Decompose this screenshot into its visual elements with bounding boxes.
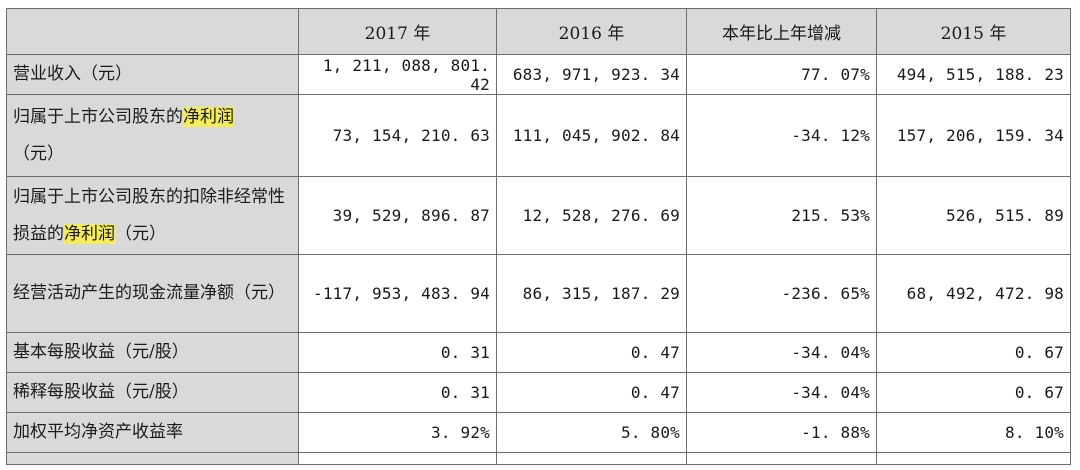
cell-2016: 12, 528, 276. 69 (496, 176, 687, 255)
cell-2017: 0. 31 (298, 332, 497, 373)
row-label: 营业收入（元） (6, 54, 299, 95)
row-label: 加权平均净资产收益率 (6, 412, 299, 453)
table-row-cutoff (6, 452, 1071, 465)
cutoff-cell (686, 452, 877, 465)
row-label: 基本每股收益（元/股） (6, 332, 299, 373)
cell-2015: 8. 10% (876, 412, 1071, 453)
header-cell-2016: 2016 年 (496, 8, 687, 55)
cell-change: -34. 04% (686, 372, 877, 413)
row-label-post: （元） (115, 223, 166, 244)
cell-2017: 3. 92% (298, 412, 497, 453)
cell-2015: 494, 515, 188. 23 (876, 54, 1071, 95)
table-row-operating-cash-flow: 经营活动产生的现金流量净额（元） -117, 953, 483. 94 86, … (6, 254, 1071, 333)
cell-change: 77. 07% (686, 54, 877, 95)
row-label: 归属于上市公司股东的净利润 （元） (6, 94, 299, 177)
header-cell-empty (6, 8, 299, 55)
row-label: 经营活动产生的现金流量净额（元） (6, 254, 299, 333)
table-row-basic-eps: 基本每股收益（元/股） 0. 31 0. 47 -34. 04% 0. 67 (6, 332, 1071, 373)
cell-change: -1. 88% (686, 412, 877, 453)
cell-change: -34. 04% (686, 332, 877, 373)
cell-2017: 1, 211, 088, 801. 42 (298, 54, 497, 95)
highlight-net-profit: 净利润 (183, 106, 234, 127)
cell-2015: 0. 67 (876, 372, 1071, 413)
cell-2015: 68, 492, 472. 98 (876, 254, 1071, 333)
cell-2016: 86, 315, 187. 29 (496, 254, 687, 333)
financial-summary-table: 2017 年 2016 年 本年比上年增减 2015 年 营业收入（元） 1, … (6, 8, 1071, 465)
cell-2016: 5. 80% (496, 412, 687, 453)
row-label: 稀释每股收益（元/股） (6, 372, 299, 413)
row-label-post: （元） (13, 143, 64, 164)
cell-change: 215. 53% (686, 176, 877, 255)
row-label-pre: 归属于上市公司股东的扣除非经常性损益的 (13, 186, 285, 244)
row-label: 归属于上市公司股东的扣除非经常性损益的净利润（元） (6, 176, 299, 255)
cell-change: -236. 65% (686, 254, 877, 333)
cutoff-cell (876, 452, 1071, 465)
row-label-text: 营业收入（元） (13, 64, 132, 84)
header-cell-2015: 2015 年 (876, 8, 1071, 55)
cell-2017: 0. 31 (298, 372, 497, 413)
cell-2017: 73, 154, 210. 63 (298, 94, 497, 177)
cutoff-cell (6, 452, 299, 465)
highlight-net-profit: 净利润 (64, 223, 115, 244)
row-label-pre: 归属于上市公司股东的 (13, 106, 183, 127)
table-row-net-profit-excl-nonrecurring: 归属于上市公司股东的扣除非经常性损益的净利润（元） 39, 529, 896. … (6, 176, 1071, 255)
cell-2016: 683, 971, 923. 34 (496, 54, 687, 95)
table-row-diluted-eps: 稀释每股收益（元/股） 0. 31 0. 47 -34. 04% 0. 67 (6, 372, 1071, 413)
table-row-weighted-roe: 加权平均净资产收益率 3. 92% 5. 80% -1. 88% 8. 10% (6, 412, 1071, 453)
cell-2015: 526, 515. 89 (876, 176, 1071, 255)
cell-2015: 0. 67 (876, 332, 1071, 373)
table-row-revenue: 营业收入（元） 1, 211, 088, 801. 42 683, 971, 9… (6, 54, 1071, 95)
cell-2016: 111, 045, 902. 84 (496, 94, 687, 177)
table-header-row: 2017 年 2016 年 本年比上年增减 2015 年 (6, 8, 1071, 55)
cutoff-cell (298, 452, 497, 465)
header-cell-2017: 2017 年 (298, 8, 497, 55)
financial-table-wrapper: 2017 年 2016 年 本年比上年增减 2015 年 营业收入（元） 1, … (6, 8, 1071, 465)
cell-2016: 0. 47 (496, 332, 687, 373)
cell-2017: -117, 953, 483. 94 (298, 254, 497, 333)
cell-change: -34. 12% (686, 94, 877, 177)
cutoff-cell (496, 452, 687, 465)
cell-2015: 157, 206, 159. 34 (876, 94, 1071, 177)
cell-2016: 0. 47 (496, 372, 687, 413)
table-row-net-profit: 归属于上市公司股东的净利润 （元） 73, 154, 210. 63 111, 0… (6, 94, 1071, 177)
header-cell-change: 本年比上年增减 (686, 8, 877, 55)
cell-2017: 39, 529, 896. 87 (298, 176, 497, 255)
